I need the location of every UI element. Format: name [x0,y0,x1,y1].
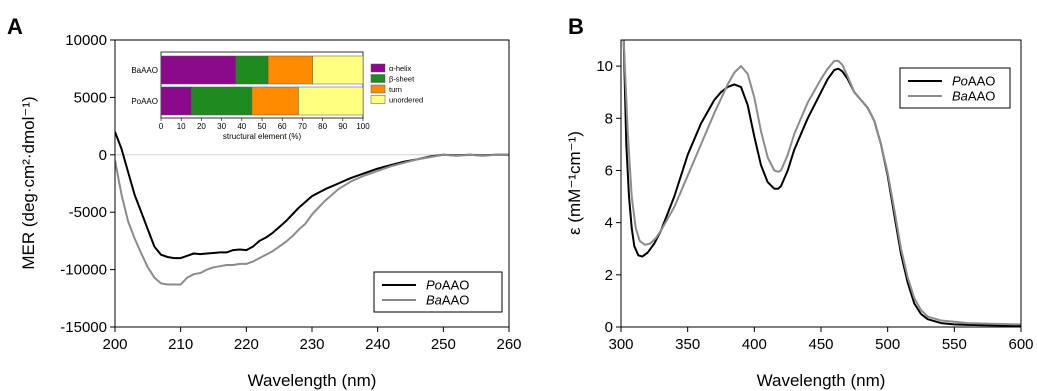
inset-bar-segment [298,87,363,115]
series-line-poaao [115,132,509,258]
inset-legend-label: unordered [389,96,423,105]
inset-x-tick-label: 90 [338,122,347,131]
inset-x-tick-label: 80 [318,122,327,131]
x-tick-label: 210 [168,336,193,353]
panel-label-a: A [7,14,23,39]
y-tick-label: 10 [596,58,613,75]
chart-panel-a: A 200 210 220 230 240 250 260-15000-10000-5000… [7,14,522,390]
x-tick-label: 300 [608,336,633,353]
y-tick-label: -15000 [60,319,107,336]
inset-x-tick-label: 10 [177,122,186,131]
x-axis-label-b: Wavelength (nm) [757,371,886,390]
x-tick-label: 400 [742,336,767,353]
inset-category-label: BaAAO [131,66,158,75]
x-tick-label: 450 [808,336,833,353]
y-tick-label: 10000 [65,32,107,49]
inset-bar-segment [252,87,298,115]
x-axis-label-a: Wavelength (nm) [248,371,377,390]
inset-bar-segment [236,56,268,84]
y-tick-label: 0 [605,319,613,336]
inset-legend-swatch [371,75,385,83]
inset-x-tick-label: 40 [237,122,246,131]
x-tick-label: 500 [875,336,900,353]
y-tick-label: 5000 [74,89,107,106]
x-tick-label: 250 [431,336,456,353]
inset-legend-label: α-helix [389,64,412,73]
inset-category-label: PoAAO [131,97,158,106]
y-tick-label: 6 [605,162,613,179]
y-tick-label: 8 [605,110,613,127]
inset-x-tick-label: 20 [197,122,206,131]
x-tick-label: 600 [1008,336,1033,353]
inset-x-axis-label: structural element (%) [223,132,302,141]
x-tick-label: 550 [942,336,967,353]
legend-label-baaao: BaAAO [952,89,995,104]
inset-legend-swatch [371,85,385,93]
legend-label-poaao: PoAAO [426,278,469,293]
y-axis-label-b: ε (mM⁻¹cm⁻¹) [565,131,584,235]
inset-bar-segment [268,56,312,84]
x-tick-label: 260 [496,336,521,353]
x-tick-label: 350 [675,336,700,353]
inset-x-tick-label: 100 [356,122,370,131]
inset-x-tick-label: 70 [298,122,307,131]
panel-label-b: B [568,14,584,39]
inset-x-tick-label: 50 [258,122,267,131]
inset-bar-segment [161,87,191,115]
chart-panel-b: B 300 350 400 450 500 550 600 0 2 4 6 8 10 Wavelengt… [565,14,1034,390]
inset-legend-swatch [371,64,385,72]
y-axis-label-a: MER (deg·cm²·dmol⁻¹) [19,96,38,269]
legend-label-poaao: PoAAO [952,74,995,89]
inset-legend-swatch [371,96,385,104]
series-line-baaao [115,155,509,285]
x-tick-label: 220 [234,336,259,353]
inset-x-tick-label: 30 [217,122,226,131]
y-tick-label: -5000 [69,204,107,221]
inset-bar-segment [191,87,252,115]
x-tick-label: 200 [102,336,127,353]
y-tick-label: 0 [99,147,107,164]
inset-stacked-bar: BaAAO PoAAO 0 10 20 30 40 50 60 70 80 90 100 structur… [131,52,423,141]
y-tick-label: 2 [605,267,613,284]
y-tick-label: 4 [605,215,613,232]
legend-label-baaao: BaAAO [426,293,469,308]
y-tick-label: -10000 [60,262,107,279]
x-tick-label: 240 [365,336,390,353]
x-tick-label: 230 [299,336,324,353]
inset-legend-label: β-sheet [389,75,415,84]
inset-x-tick-label: 60 [278,122,287,131]
inset-legend-label: turn [389,85,402,94]
inset-bar-segment [161,56,236,84]
inset-bar-segment [313,56,364,84]
inset-x-tick-label: 0 [159,122,164,131]
